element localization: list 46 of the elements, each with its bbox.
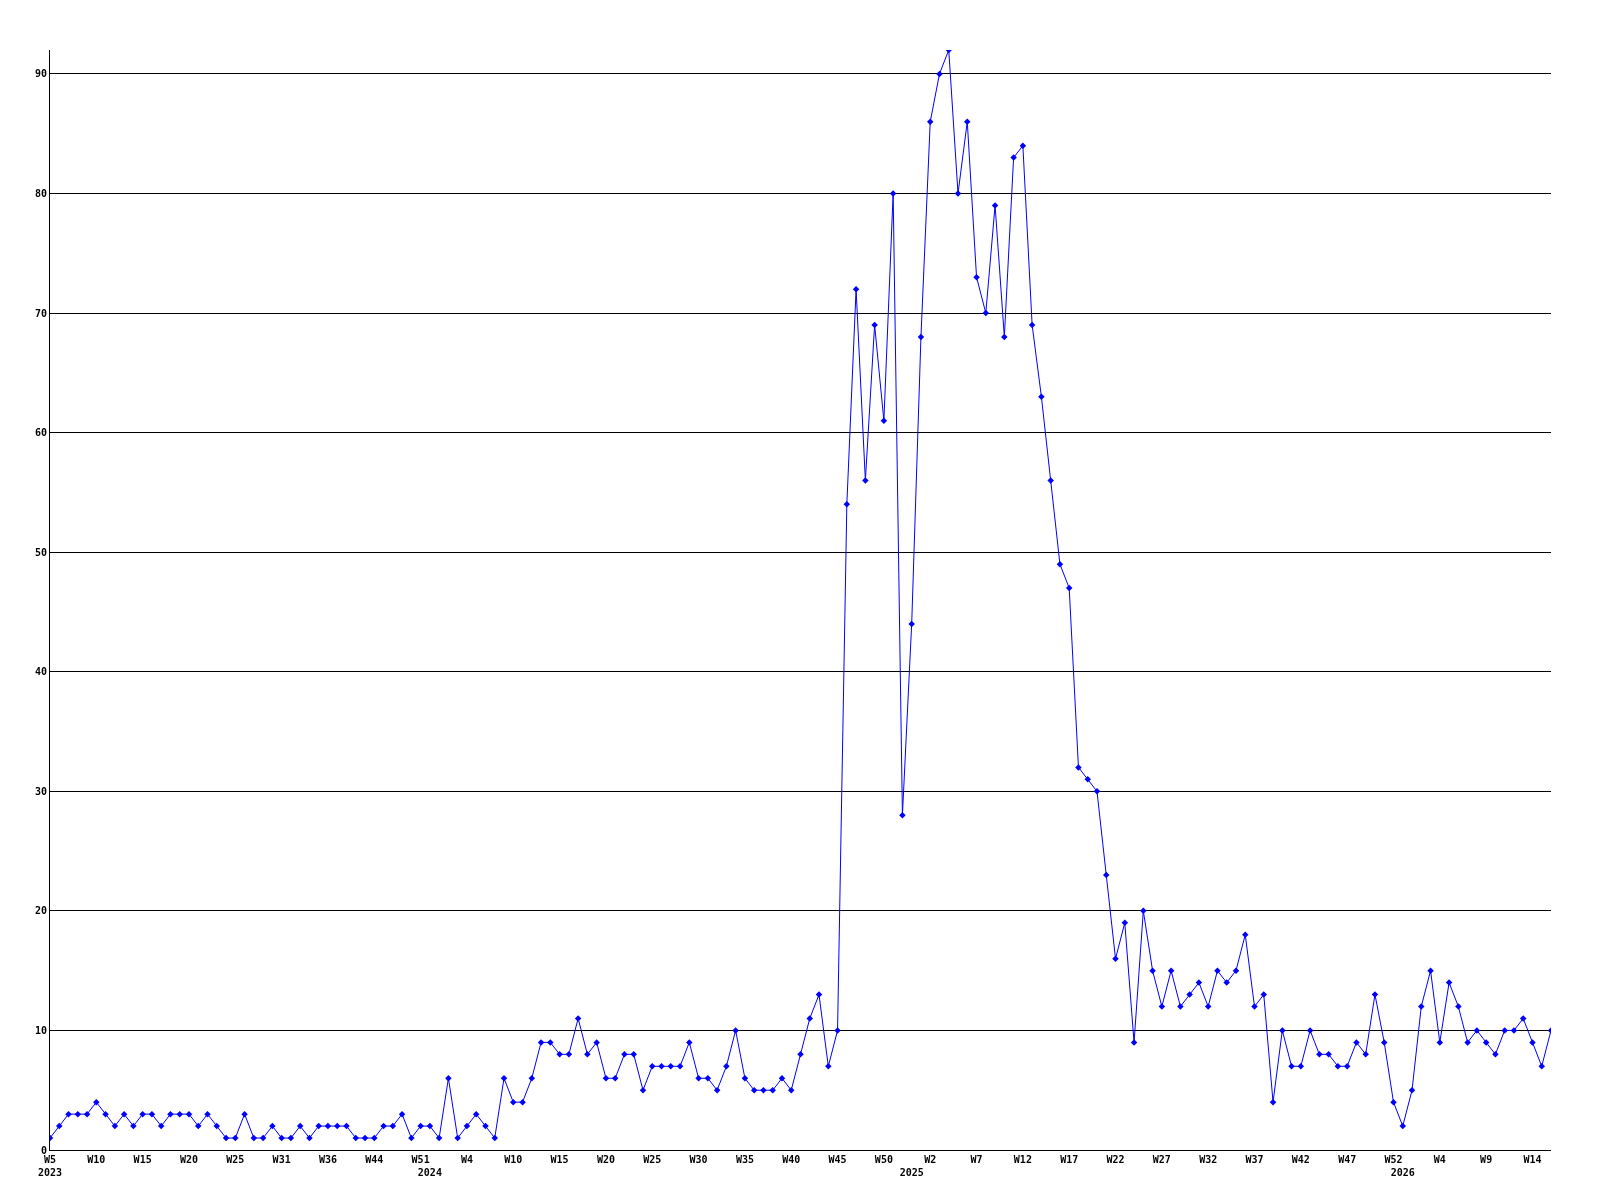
x-tick-label: W10 (504, 1154, 523, 1165)
x-tick-label: W52 (1384, 1154, 1403, 1165)
x-tick-label: W35 (735, 1154, 754, 1165)
x-tick-label: W25 (643, 1154, 662, 1165)
y-tick-label: 50 (34, 546, 47, 558)
x-tick-label: 2026 (1390, 1167, 1415, 1178)
x-tick-label: W32 (1199, 1154, 1218, 1165)
x-tick-label: W36 (318, 1154, 337, 1165)
x-tick-label: W45 (828, 1154, 847, 1165)
x-tick-label: W7 (970, 1154, 983, 1165)
x-tick-label: 2025 (899, 1167, 924, 1178)
x-tick-label: W25 (226, 1154, 245, 1165)
x-tick-label: W4 (460, 1154, 473, 1165)
y-tick-label: 90 (34, 68, 47, 80)
x-tick-label: W50 (874, 1154, 893, 1165)
x-tick-label: W4 (1433, 1154, 1446, 1165)
x-tick-label: W47 (1338, 1154, 1357, 1165)
y-tick-label: 70 (34, 307, 47, 319)
x-tick-label: W15 (550, 1154, 569, 1165)
x-tick-label: W5 2023 (37, 1154, 63, 1178)
x-tick-label: W44 (365, 1154, 384, 1165)
x-tick-label: W51 (411, 1154, 430, 1165)
y-tick-label: 60 (34, 427, 47, 439)
x-tick-label: W27 (1152, 1154, 1171, 1165)
x-tick-label: W2 (924, 1154, 937, 1165)
x-tick-label: W9 (1480, 1154, 1493, 1165)
y-tick-label: 30 (34, 785, 47, 797)
y-tick-label: 10 (34, 1024, 47, 1036)
y-tick-label: 0 (40, 1144, 47, 1156)
x-tick-label: W30 (689, 1154, 708, 1165)
x-tick-label: W14 (1523, 1154, 1542, 1165)
x-tick-label: W15 (133, 1154, 152, 1165)
x-tick-label: W40 (782, 1154, 801, 1165)
y-tick-label: 80 (34, 187, 47, 199)
x-tick-label: W42 (1291, 1154, 1310, 1165)
y-tick-label: 40 (34, 666, 47, 678)
x-tick-label: 2024 (417, 1167, 442, 1178)
y-tick-label: 20 (34, 905, 47, 917)
x-tick-label: W10 (87, 1154, 106, 1165)
x-tick-label: W12 (1013, 1154, 1032, 1165)
x-tick-label: W17 (1060, 1154, 1079, 1165)
x-tick-label: W22 (1106, 1154, 1125, 1165)
x-tick-label: W20 (596, 1154, 615, 1165)
x-tick-label: W31 (272, 1154, 291, 1165)
x-tick-label: W37 (1245, 1154, 1264, 1165)
x-tick-label: W20 (179, 1154, 199, 1165)
